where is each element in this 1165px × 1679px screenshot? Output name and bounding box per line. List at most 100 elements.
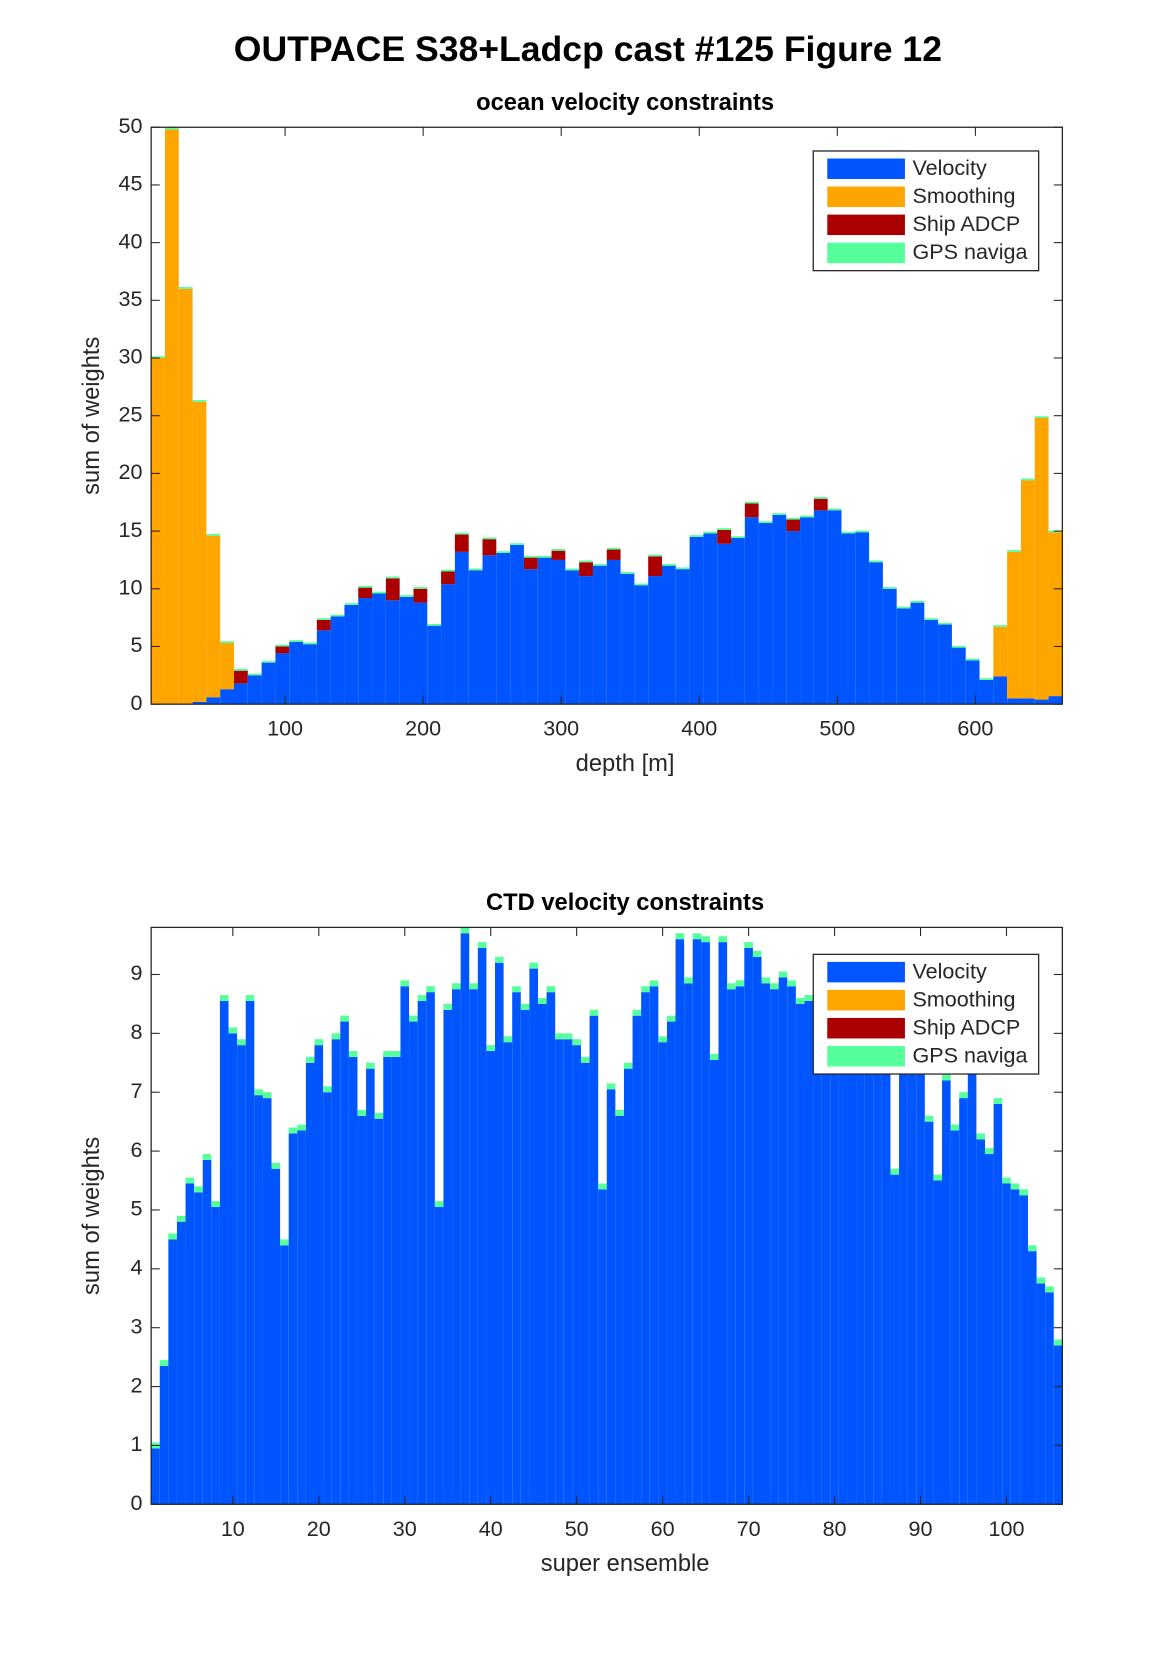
bar-segment — [555, 1033, 564, 1040]
x-tick-label: 100 — [989, 1516, 1025, 1541]
bar-segment — [303, 642, 317, 645]
bar-segment — [178, 288, 193, 705]
bar-segment — [821, 1015, 831, 1505]
bar-segment — [482, 537, 497, 540]
bar-segment — [606, 559, 621, 705]
bar-segment — [648, 554, 662, 557]
chart-title: ocean velocity constraints — [476, 90, 774, 116]
bar-segment — [192, 401, 207, 702]
bar-segment — [606, 1089, 616, 1505]
bar-segment — [813, 498, 828, 511]
bar-segment — [869, 560, 883, 563]
bar-segment — [648, 556, 662, 577]
bar-segment — [744, 501, 759, 504]
bar-segment — [330, 614, 345, 617]
bar-segment — [261, 662, 276, 705]
bar-segment — [661, 563, 676, 566]
bar-segment — [1007, 698, 1021, 705]
y-tick-label: 25 — [119, 401, 143, 426]
bar-segment — [634, 585, 649, 705]
bar-segment — [427, 625, 442, 705]
bar-segment — [924, 1115, 934, 1122]
legend-label: Ship ADCP — [912, 211, 1020, 236]
bar-segment — [529, 962, 538, 969]
legend-label: Velocity — [912, 958, 986, 983]
y-tick-label: 10 — [119, 574, 143, 599]
bar-segment — [787, 986, 796, 1505]
bar-segment — [454, 532, 469, 535]
bar-segment — [993, 625, 1008, 627]
bar-segment — [237, 1039, 246, 1046]
bar-segment — [579, 562, 593, 577]
bar-segment — [598, 1189, 607, 1505]
bar-segment — [400, 980, 410, 987]
bar-segment — [882, 588, 897, 705]
x-tick-label: 80 — [823, 1516, 847, 1541]
bar-segment — [916, 1068, 925, 1505]
bar-segment — [520, 1003, 530, 1010]
bar-segment — [469, 983, 478, 990]
bar-segment — [194, 1186, 203, 1193]
bar-segment — [233, 683, 248, 705]
bar-segment — [800, 517, 814, 705]
bar-segment — [827, 508, 842, 511]
bar-segment — [899, 1051, 908, 1505]
bar-segment — [520, 1009, 530, 1505]
bar-segment — [1034, 418, 1049, 700]
bar-segment — [358, 587, 373, 599]
y-tick-label: 4 — [131, 1255, 143, 1280]
bar-segment — [486, 1051, 496, 1505]
bar-segment — [537, 1003, 547, 1505]
bar-segment — [512, 992, 521, 1505]
bar-segment — [933, 1180, 943, 1505]
bar-segment — [1045, 1286, 1054, 1293]
y-tick-label: 2 — [131, 1372, 143, 1397]
y-axis-label: sum of weights — [79, 1137, 105, 1295]
bar-segment — [316, 618, 331, 620]
bar-segment — [717, 528, 732, 530]
bar-segment — [399, 595, 414, 597]
bar-segment — [503, 1036, 513, 1043]
bar-segment — [731, 536, 745, 539]
bar-segment — [1036, 1277, 1046, 1284]
legend-label: GPS naviga — [912, 239, 1027, 264]
bar-segment — [761, 983, 771, 1505]
bar-segment — [245, 995, 255, 1001]
bar-segment — [770, 989, 779, 1505]
bar-segment — [358, 598, 373, 705]
bar-segment — [649, 980, 659, 987]
bar-segment — [1010, 1189, 1020, 1505]
bar-segment — [592, 565, 607, 705]
bar-segment — [632, 1009, 642, 1016]
bar-segment — [758, 521, 773, 524]
bar-segment — [546, 992, 556, 1505]
legend-label: Smoothing — [912, 986, 1015, 1011]
y-tick-label: 35 — [119, 286, 143, 311]
bar-segment — [717, 543, 732, 705]
bar-segment — [1027, 1245, 1037, 1252]
bar-segment — [1002, 1177, 1011, 1184]
bar-segment — [280, 1239, 289, 1246]
bar-segment — [641, 986, 650, 993]
bar-segment — [305, 1056, 315, 1063]
bar-segment — [305, 1062, 315, 1505]
bar-segment — [572, 1039, 581, 1046]
bar-segment — [976, 1133, 986, 1140]
bar-segment — [443, 1003, 453, 1010]
bar-segment — [220, 689, 234, 705]
bar-segment — [358, 585, 373, 588]
bar-segment — [529, 968, 538, 1505]
bar-segment — [523, 555, 538, 558]
bar-segment — [718, 936, 728, 943]
bar-segment — [881, 1051, 891, 1505]
bar-segment — [555, 1039, 564, 1505]
bar-segment — [348, 1051, 358, 1057]
y-tick-label: 0 — [131, 1490, 143, 1515]
bar-segment — [1036, 1283, 1046, 1505]
bar-segment — [357, 1115, 367, 1505]
y-tick-label: 15 — [119, 517, 143, 542]
bar-segment — [761, 977, 771, 984]
bar-segment — [692, 939, 702, 1505]
bar-segment — [795, 998, 805, 1004]
